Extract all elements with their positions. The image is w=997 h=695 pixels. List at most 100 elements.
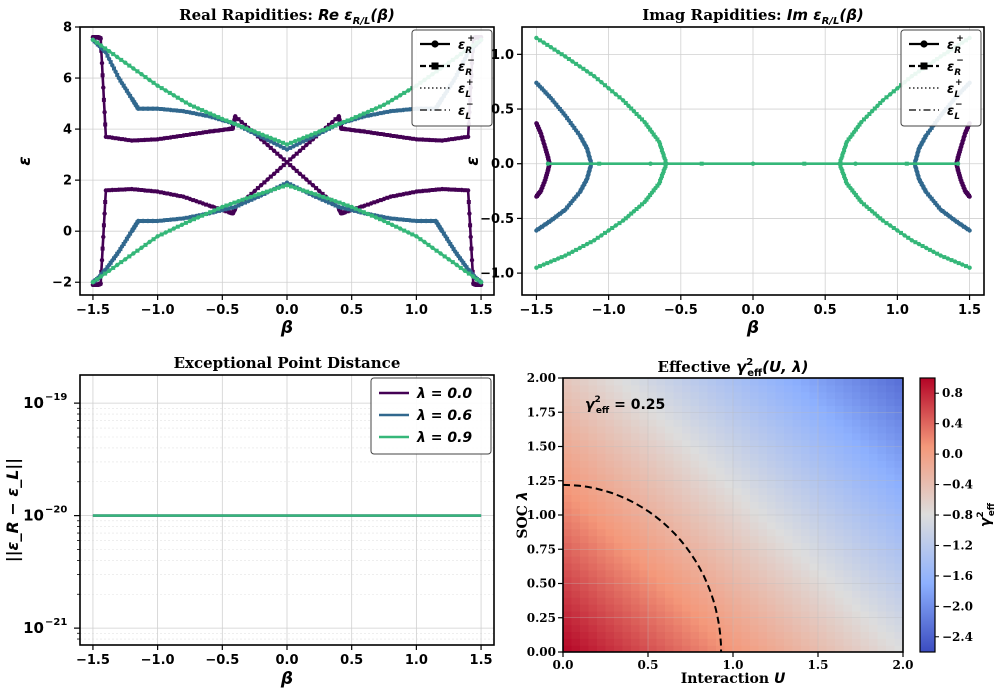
heatmap-cell [605,398,615,406]
heatmap-cell [860,391,870,400]
heatmap-cell [648,610,658,619]
heatmap-cell [877,569,887,578]
heatmap-cell [869,439,879,448]
heatmap-cell [835,480,845,489]
heatmap-cell [809,391,819,400]
data-point [469,258,475,263]
data-point-square [208,111,213,116]
heatmap-cell [894,439,903,448]
heatmap-cell [860,384,870,393]
heatmap-cell [826,590,836,598]
heatmap-cell [690,562,700,571]
heatmap-cell [588,617,598,626]
heatmap-cell [741,617,751,626]
data-point-square [538,38,542,43]
data-point [278,144,283,149]
heatmap-cell [767,604,777,612]
heatmap-cell [877,480,887,489]
data-point-square [443,138,448,143]
heatmap-cell [758,624,768,633]
data-point [123,187,128,192]
heatmap-cell [622,439,632,448]
data-point [459,135,464,140]
heatmap-cell [588,597,598,605]
heatmap-cell [801,419,811,427]
heatmap-cell [826,556,836,564]
data-point-square [197,213,202,218]
heatmap-cell [801,391,811,400]
data-point-square [184,109,189,114]
data-point [131,66,136,71]
heatmap-cell [809,562,819,571]
data-point [357,113,362,118]
heatmap-cell [835,617,845,626]
data-point [291,154,296,159]
data-point-square [949,258,954,263]
heatmap-cell [656,460,666,468]
data-point-square [378,217,382,222]
heatmap-cell [724,624,734,633]
heatmap-cell [784,405,794,413]
heatmap-cell [605,624,615,633]
heatmap-cell [580,535,590,543]
data-point-square [906,235,911,240]
heatmap-cell [673,610,683,619]
data-point [938,253,943,258]
heatmap-cell [639,549,649,557]
gamma-colorbar-label: γ2eff [976,502,997,527]
heatmap-cell [656,419,666,427]
legend-label: λ = 0.6 [416,408,472,424]
data-point [113,69,118,74]
data-point [276,185,282,190]
heatmap-cell [860,528,870,537]
data-point [440,186,445,192]
legend-label: εR− [947,56,964,78]
heatmap-cell [733,508,743,516]
heatmap-cell [886,610,896,619]
data-point-square [124,88,129,93]
heatmap-cell [784,412,794,420]
data-point-square [262,140,267,145]
heatmap-cell [852,453,862,461]
legend-label: εL+ [458,78,474,100]
data-point-square [171,217,176,222]
data-point [375,199,380,204]
heatmap-cell [843,487,853,496]
heatmap-cell [750,480,760,489]
heatmap-cell [690,508,700,516]
heatmap-cell [792,549,802,557]
data-point-square [305,189,310,194]
data-point [103,134,109,139]
heatmap-cell [580,398,590,406]
heatmap-cell [818,556,828,564]
heatmap-cell [835,528,845,537]
data-point [168,107,173,113]
heatmap-cell [648,501,658,509]
heatmap-cell [571,446,581,454]
heatmap-cell [588,624,598,633]
heatmap-cell [809,549,819,557]
data-point-square [659,174,664,178]
data-point-square [145,188,150,193]
data-point-square [940,209,945,213]
data-point-square [171,192,176,197]
heatmap-cell [690,528,700,537]
data-point-square [581,66,586,71]
heatmap-cell [852,432,862,441]
heatmap-cell [741,419,751,427]
real-xlabel: β [280,318,293,338]
data-point-square [127,63,132,68]
data-point-square [329,124,334,129]
heatmap-cell [818,467,828,475]
heatmap-cell [843,384,853,393]
data-point [181,109,186,114]
heatmap-cell [716,624,726,633]
heatmap-cell [843,597,853,605]
data-point [381,215,387,220]
heatmap-cell [639,610,649,619]
data-point [239,201,244,207]
heatmap-cell [809,467,819,475]
heatmap-cell [639,473,649,482]
data-point [888,223,893,228]
heatmap-cell [877,521,887,530]
